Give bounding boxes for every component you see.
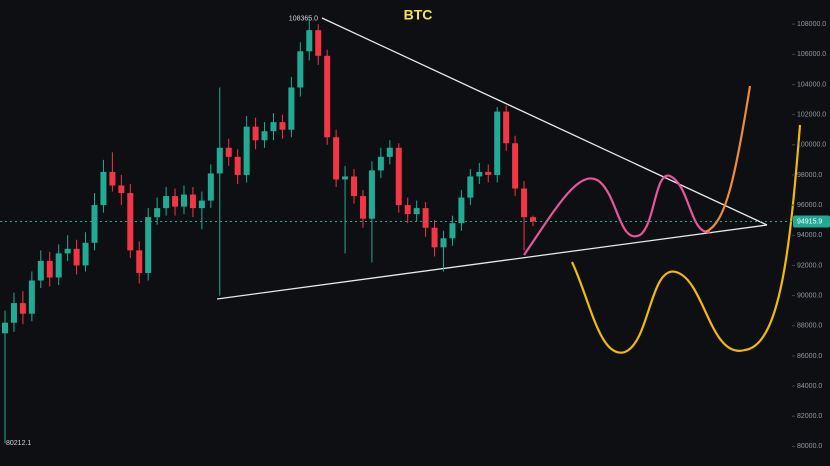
candle-body xyxy=(351,176,358,197)
y-tick-label: 108000.0 xyxy=(797,21,826,28)
candle-body xyxy=(145,217,152,273)
y-tick-label: 90000.0 xyxy=(797,292,822,299)
projection-yellow xyxy=(571,124,802,354)
y-tick-label: 106000.0 xyxy=(797,51,826,58)
candle-body xyxy=(82,242,89,266)
candle-body xyxy=(216,147,223,174)
candle-body xyxy=(10,303,17,323)
y-tick-label: 104000.0 xyxy=(797,81,826,88)
candle-body xyxy=(476,171,483,177)
candle-body xyxy=(64,248,71,254)
upper-trendline xyxy=(321,17,768,226)
candle-body xyxy=(261,131,268,141)
y-tick-label: 94000.0 xyxy=(797,232,822,239)
candle-body xyxy=(306,30,313,52)
candle-body xyxy=(243,126,250,175)
candle-body xyxy=(377,156,384,171)
candle-body xyxy=(530,217,536,222)
candle-body xyxy=(100,171,107,206)
candle-body xyxy=(163,196,170,209)
projection-orange xyxy=(704,85,752,234)
candle-body xyxy=(440,238,447,248)
candle-body xyxy=(180,194,187,207)
candle-body xyxy=(449,223,456,239)
candle-body xyxy=(109,171,116,186)
y-tick-label: 84000.0 xyxy=(797,383,822,390)
y-tick-label: 92000.0 xyxy=(797,262,822,269)
candle-body xyxy=(315,30,322,56)
candle-body xyxy=(503,111,510,144)
candle-body xyxy=(485,171,492,175)
y-tick-label: 80000.0 xyxy=(797,443,822,450)
y-tick-label: 96000.0 xyxy=(797,202,822,209)
y-tick-label: 98000.0 xyxy=(797,172,822,179)
candle-body xyxy=(467,176,474,198)
last-price-label: 94915.9 xyxy=(797,218,822,225)
candle-body xyxy=(512,143,519,189)
high-label: 108365.0 xyxy=(289,15,318,22)
candle-body xyxy=(136,250,143,273)
candle-body xyxy=(154,208,161,218)
candle-body xyxy=(37,260,44,281)
candle-body xyxy=(270,122,277,132)
candle-body xyxy=(333,137,340,180)
candle-body xyxy=(28,280,35,314)
candle-body xyxy=(234,156,241,175)
candle-body xyxy=(458,197,465,224)
price-axis xyxy=(792,0,830,466)
last-price-box xyxy=(793,215,830,228)
y-tick-label: 88000.0 xyxy=(797,323,822,330)
candle-body xyxy=(521,188,528,218)
candle-body xyxy=(189,194,196,209)
candle-body xyxy=(368,170,375,219)
candle-body xyxy=(73,248,80,266)
y-tick-label: 100000.0 xyxy=(797,142,826,149)
y-tick-label: 102000.0 xyxy=(797,111,826,118)
candle-body xyxy=(172,196,179,207)
candle-body xyxy=(55,253,62,278)
overlays xyxy=(216,17,802,354)
low-label: 80212.1 xyxy=(6,440,31,447)
projection-pink xyxy=(523,174,711,256)
candle-body xyxy=(2,322,8,334)
candle-body xyxy=(413,208,420,215)
candle-body xyxy=(422,208,429,228)
candle-body xyxy=(198,200,205,209)
y-tick-label: 86000.0 xyxy=(797,353,822,360)
candle-body xyxy=(431,227,438,248)
candle-body xyxy=(404,205,411,215)
candle-body xyxy=(359,196,366,219)
candle-body xyxy=(342,176,349,180)
candle-body xyxy=(288,87,295,130)
chart-title: BTC xyxy=(404,7,433,23)
candle-body xyxy=(118,185,125,194)
candle-body xyxy=(279,122,286,130)
candle-body xyxy=(225,147,232,157)
candle-body xyxy=(297,51,304,88)
candle-body xyxy=(252,126,259,141)
candle-body xyxy=(386,147,393,157)
candle-body xyxy=(494,111,501,175)
candle-body xyxy=(395,147,402,206)
candle-body xyxy=(91,205,98,243)
candle-body xyxy=(19,303,26,314)
lower-trendline xyxy=(216,224,768,300)
y-tick-label: 82000.0 xyxy=(797,413,822,420)
candle-body xyxy=(207,173,214,201)
candle-body xyxy=(46,260,53,278)
candle-body xyxy=(324,55,331,138)
